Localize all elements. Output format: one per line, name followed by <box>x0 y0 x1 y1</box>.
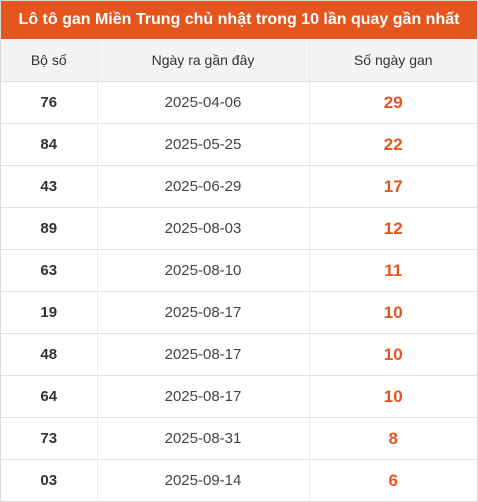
cell-number: 73 <box>1 417 98 460</box>
cell-number: 03 <box>1 459 98 501</box>
cell-days: 10 <box>309 333 477 376</box>
table-header-row: Bộ số Ngày ra gần đây Số ngày gan <box>1 39 477 82</box>
table-row: 89 2025-08-03 12 <box>1 207 477 250</box>
cell-number: 63 <box>1 249 98 292</box>
cell-days: 6 <box>388 470 398 490</box>
cell-days: 8 <box>309 417 477 460</box>
cell-date: 2025-04-06 <box>97 81 310 124</box>
table-row: 43 2025-06-29 17 <box>1 165 477 208</box>
cell-date: 2025-08-17 <box>97 375 310 418</box>
cell-number: 19 <box>1 291 98 334</box>
header-ngay-ra: Ngày ra gần đây <box>97 39 310 82</box>
cell-days: 12 <box>309 207 477 250</box>
cell-days: 29 <box>309 81 477 124</box>
header-bo-so: Bộ số <box>1 39 98 82</box>
cell-date: 2025-08-10 <box>97 249 310 292</box>
cell-number: 64 <box>1 375 98 418</box>
cell-number: 43 <box>1 165 98 208</box>
table-row: 73 2025-08-31 8 <box>1 417 477 460</box>
table-row: 76 2025-04-06 29 <box>1 81 477 124</box>
table-row: 19 2025-08-17 10 <box>1 291 477 334</box>
table-row: 64 2025-08-17 10 <box>1 375 477 418</box>
cell-date: 2025-08-17 <box>97 291 310 334</box>
cell-date: 2025-06-29 <box>97 165 310 208</box>
cell-date: 2025-08-17 <box>97 333 310 376</box>
cell-date: 2025-09-14 <box>97 459 310 501</box>
cell-days: 10 <box>309 291 477 334</box>
cell-date: 2025-05-25 <box>97 123 310 166</box>
cell-date: 2025-08-31 <box>97 417 310 460</box>
cell-days: 10 <box>309 375 477 418</box>
table-row: 48 2025-08-17 10 <box>1 333 477 376</box>
table-row: 84 2025-05-25 22 <box>1 123 477 166</box>
lo-gan-table: Bộ số Ngày ra gần đây Số ngày gan 76 202… <box>1 39 477 501</box>
panel-title: Lô tô gan Miền Trung chủ nhật trong 10 l… <box>1 1 477 39</box>
cell-days: 22 <box>309 123 477 166</box>
cell-number: 76 <box>1 81 98 124</box>
cell-days: 11 <box>309 249 477 292</box>
table-row: 63 2025-08-10 11 <box>1 249 477 292</box>
cell-number: 48 <box>1 333 98 376</box>
cell-date: 2025-08-03 <box>97 207 310 250</box>
cell-number: 84 <box>1 123 98 166</box>
cell-days: 17 <box>309 165 477 208</box>
cell-number: 89 <box>1 207 98 250</box>
table-row: 03 2025-09-14 6 <box>1 459 477 501</box>
header-so-ngay-gan: Số ngày gan <box>309 39 477 82</box>
